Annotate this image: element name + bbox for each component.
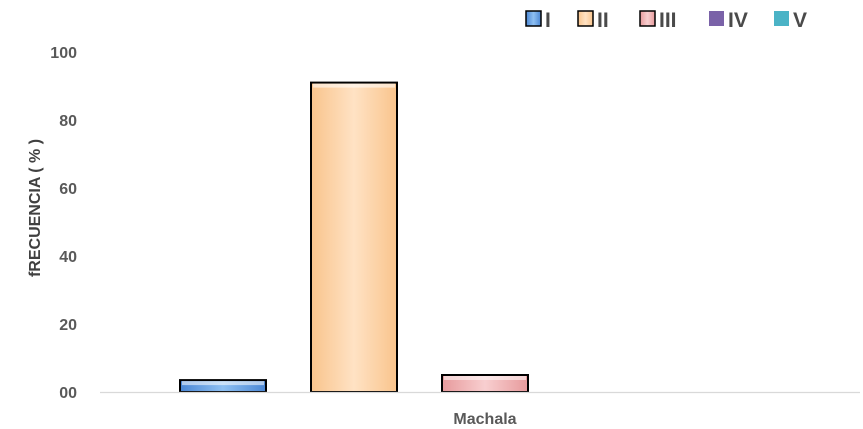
bar-highlight (444, 376, 526, 380)
legend-label-ii: II (597, 9, 609, 32)
legend-swatch-iv (709, 11, 724, 26)
x-axis-ticks: Machala (453, 411, 516, 428)
legend-swatch-ii (577, 10, 594, 27)
bar-highlight (182, 381, 264, 386)
legend-swatch-i (525, 10, 542, 27)
y-tick-label: 80 (59, 113, 77, 130)
bar-ii (310, 81, 398, 393)
legend-label-iv: IV (728, 9, 748, 32)
y-tick-label: 60 (59, 181, 77, 198)
legend-item-iii: III (639, 9, 677, 32)
bar-highlight (313, 83, 395, 88)
y-axis-ticks: 00 20 40 60 80 100 (50, 45, 77, 402)
legend-label-v: V (793, 9, 807, 32)
y-tick-label: 20 (59, 317, 77, 334)
legend-item-iv: IV (709, 9, 748, 32)
legend-item-ii: II (577, 9, 609, 32)
legend-item-i: I (525, 9, 551, 32)
legend-swatch-iii (639, 10, 656, 27)
legend-swatch-v (774, 11, 789, 26)
x-tick-label: Machala (453, 411, 516, 428)
y-tick-label: 40 (59, 249, 77, 266)
y-tick-label: 100 (50, 45, 77, 62)
legend-item-v: V (774, 9, 807, 32)
y-axis-title: fRECUENCIA ( % ) (27, 139, 44, 277)
y-tick-label: 00 (59, 385, 77, 402)
bars (179, 81, 529, 394)
legend-label-iii: III (659, 9, 677, 32)
legend: I II III IV V (525, 9, 807, 32)
legend-label-i: I (545, 9, 551, 32)
